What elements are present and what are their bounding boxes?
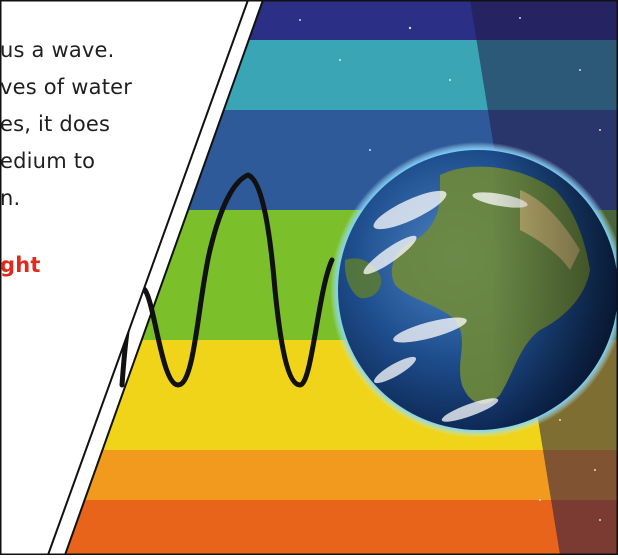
earth-globe bbox=[330, 142, 618, 438]
red-orange-band bbox=[65, 500, 618, 555]
light-wave-line bbox=[119, 172, 335, 388]
body-text-line-1: us a wave. bbox=[0, 38, 115, 62]
orange-band bbox=[65, 450, 618, 500]
body-text-line-2: ves of water bbox=[0, 75, 133, 99]
body-text-line-5: n. bbox=[0, 186, 21, 210]
text-panel-background bbox=[0, 0, 248, 555]
panel-divider bbox=[47, 0, 249, 556]
body-text-line-3: es, it does bbox=[0, 112, 111, 136]
panel-divider-right bbox=[64, 0, 264, 556]
body-text-line-4: edium to bbox=[0, 149, 96, 173]
stars bbox=[299, 17, 601, 521]
highlight-keyword: ght bbox=[0, 253, 41, 277]
